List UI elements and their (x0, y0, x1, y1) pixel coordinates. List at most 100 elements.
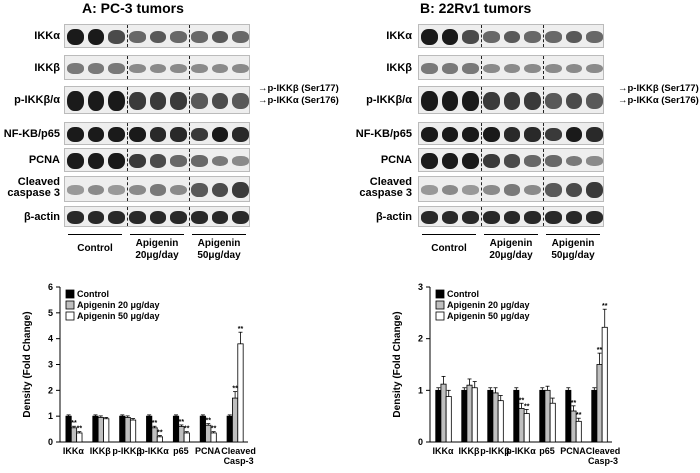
lane-divider (189, 149, 190, 171)
significance-mark: ** (232, 386, 238, 393)
lane-divider (127, 56, 128, 79)
blot-strip (418, 206, 604, 227)
category-label: PCNA (560, 446, 586, 456)
bar (601, 326, 608, 443)
blot-band (421, 185, 438, 195)
bar (591, 389, 598, 443)
bar (544, 389, 551, 443)
bar (596, 364, 603, 443)
category-label: Cleaved (586, 446, 621, 456)
blot-band (191, 155, 208, 167)
significance-mark: ** (576, 412, 582, 419)
y-tick-label: 5 (48, 308, 53, 318)
group-label: Apigenin 20μg/day (489, 238, 533, 261)
group-label: Control (431, 243, 467, 254)
lane-divider (481, 56, 482, 79)
legend-swatch (435, 311, 445, 321)
blot-band (170, 127, 187, 142)
blot-band (565, 127, 583, 142)
lane-divider (127, 25, 128, 47)
blot-band (211, 211, 229, 224)
y-tick-label: 1 (418, 385, 423, 395)
blot-band (565, 155, 583, 167)
blot-band (149, 154, 167, 168)
panel-a: A: PC-3 tumors IKKα IKKβ p-IKKβ/α NF-KB/p65… (4, 0, 339, 466)
blot-band (524, 155, 541, 167)
y-axis-label: Density (Fold Change) (22, 311, 33, 417)
blot-label: p-IKKβ/α (366, 94, 412, 106)
blot-band (149, 211, 167, 224)
blot-band (441, 29, 459, 45)
blot-band (232, 31, 249, 43)
blot-band (211, 30, 229, 44)
y-tick-label: 1 (48, 411, 53, 421)
bar (466, 384, 473, 443)
legend-label: Control (447, 289, 479, 299)
blot-band (191, 127, 208, 142)
blot-band (462, 91, 479, 111)
blot-band (545, 127, 562, 142)
blot-band (483, 127, 500, 142)
category-label: IKKβ (90, 446, 111, 456)
blot-band (545, 63, 562, 74)
blot-band (462, 211, 479, 224)
blot-band (462, 63, 479, 74)
blot-band (545, 93, 562, 109)
blot-band (170, 31, 187, 43)
blot-band (565, 30, 583, 44)
bar (210, 432, 217, 443)
bar (97, 417, 104, 443)
blot-strip (418, 148, 604, 172)
blot-band (232, 93, 249, 109)
blot-band (483, 211, 500, 224)
category-label: IKKα (63, 446, 84, 456)
blot-band (565, 182, 583, 198)
blot-band (170, 211, 187, 224)
significance-mark: ** (77, 426, 83, 433)
lane-divider (543, 149, 544, 171)
category-label: p-IKKβ (112, 446, 142, 456)
y-tick-label: 3 (418, 282, 423, 292)
bar (103, 418, 110, 443)
blot-band (149, 92, 167, 110)
blot-band (67, 185, 84, 195)
significance-mark: ** (152, 420, 158, 427)
bar (523, 413, 530, 443)
blot-band (211, 92, 229, 110)
blot-band (524, 63, 541, 74)
blot-band (524, 31, 541, 43)
blot-band (232, 127, 249, 142)
group-label: Apigenin 50μg/day (551, 238, 595, 261)
blot-band (191, 63, 208, 74)
group-line (422, 234, 476, 235)
blot-band (67, 91, 84, 111)
group-line (192, 234, 246, 235)
blot-band (565, 92, 583, 110)
bar (119, 415, 126, 443)
blot-band (87, 211, 105, 224)
blot-band (483, 31, 500, 43)
blot-band (586, 127, 603, 142)
panel-title: A: PC-3 tumors (82, 0, 184, 16)
blot-band (503, 30, 521, 44)
category-label: Cleaved (221, 446, 256, 456)
group-label: Apigenin 50μg/day (197, 238, 241, 261)
blot-band (211, 63, 229, 74)
blot-band (586, 182, 603, 198)
blot-band (421, 211, 438, 224)
blot-band (87, 184, 105, 196)
blot-band (565, 211, 583, 224)
legend-swatch (65, 311, 75, 321)
blot-band (421, 91, 438, 111)
significance-mark: ** (597, 347, 603, 354)
blot-label: IKKβ (34, 61, 60, 74)
blot-band (232, 63, 249, 74)
blot-strip (418, 86, 604, 114)
blot-band (108, 63, 125, 74)
bar (92, 415, 99, 443)
category-label: p65 (539, 446, 555, 456)
bar (237, 343, 244, 443)
blot-band (191, 93, 208, 109)
blot-band (129, 211, 146, 224)
lane-divider (481, 149, 482, 171)
